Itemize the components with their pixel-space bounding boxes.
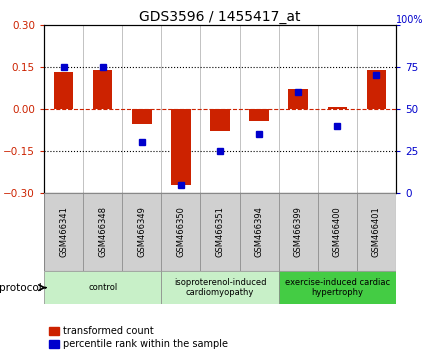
Text: GSM466401: GSM466401 bbox=[372, 206, 381, 257]
Text: GSM466348: GSM466348 bbox=[98, 206, 107, 257]
Bar bbox=[201, 193, 239, 271]
Bar bbox=[327, 108, 347, 109]
Title: GDS3596 / 1455417_at: GDS3596 / 1455417_at bbox=[139, 10, 301, 24]
Bar bbox=[83, 193, 122, 271]
Text: GSM466351: GSM466351 bbox=[216, 206, 224, 257]
Text: GSM466394: GSM466394 bbox=[255, 206, 264, 257]
Text: exercise-induced cardiac
hypertrophy: exercise-induced cardiac hypertrophy bbox=[285, 278, 390, 297]
Bar bbox=[279, 193, 318, 271]
Text: 100%: 100% bbox=[396, 15, 424, 25]
Bar bbox=[279, 271, 396, 304]
Bar bbox=[132, 109, 151, 124]
Bar bbox=[318, 193, 357, 271]
Text: control: control bbox=[88, 283, 117, 292]
Bar bbox=[44, 193, 83, 271]
Bar bbox=[289, 89, 308, 109]
Bar bbox=[161, 271, 279, 304]
Bar bbox=[93, 70, 113, 109]
Bar bbox=[210, 109, 230, 131]
Text: GSM466350: GSM466350 bbox=[176, 206, 185, 257]
Text: isoproterenol-induced
cardiomyopathy: isoproterenol-induced cardiomyopathy bbox=[174, 278, 266, 297]
Bar bbox=[249, 109, 269, 121]
Text: GSM466399: GSM466399 bbox=[294, 206, 303, 257]
Bar bbox=[44, 271, 161, 304]
Bar bbox=[54, 73, 73, 109]
Bar bbox=[161, 193, 201, 271]
Bar bbox=[171, 109, 191, 184]
Text: protocol: protocol bbox=[0, 282, 42, 293]
Text: GSM466349: GSM466349 bbox=[137, 206, 146, 257]
Bar bbox=[122, 193, 161, 271]
Text: GSM466341: GSM466341 bbox=[59, 206, 68, 257]
Legend: transformed count, percentile rank within the sample: transformed count, percentile rank withi… bbox=[49, 326, 228, 349]
Bar bbox=[367, 70, 386, 109]
Bar bbox=[357, 193, 396, 271]
Bar bbox=[239, 193, 279, 271]
Text: GSM466400: GSM466400 bbox=[333, 206, 342, 257]
